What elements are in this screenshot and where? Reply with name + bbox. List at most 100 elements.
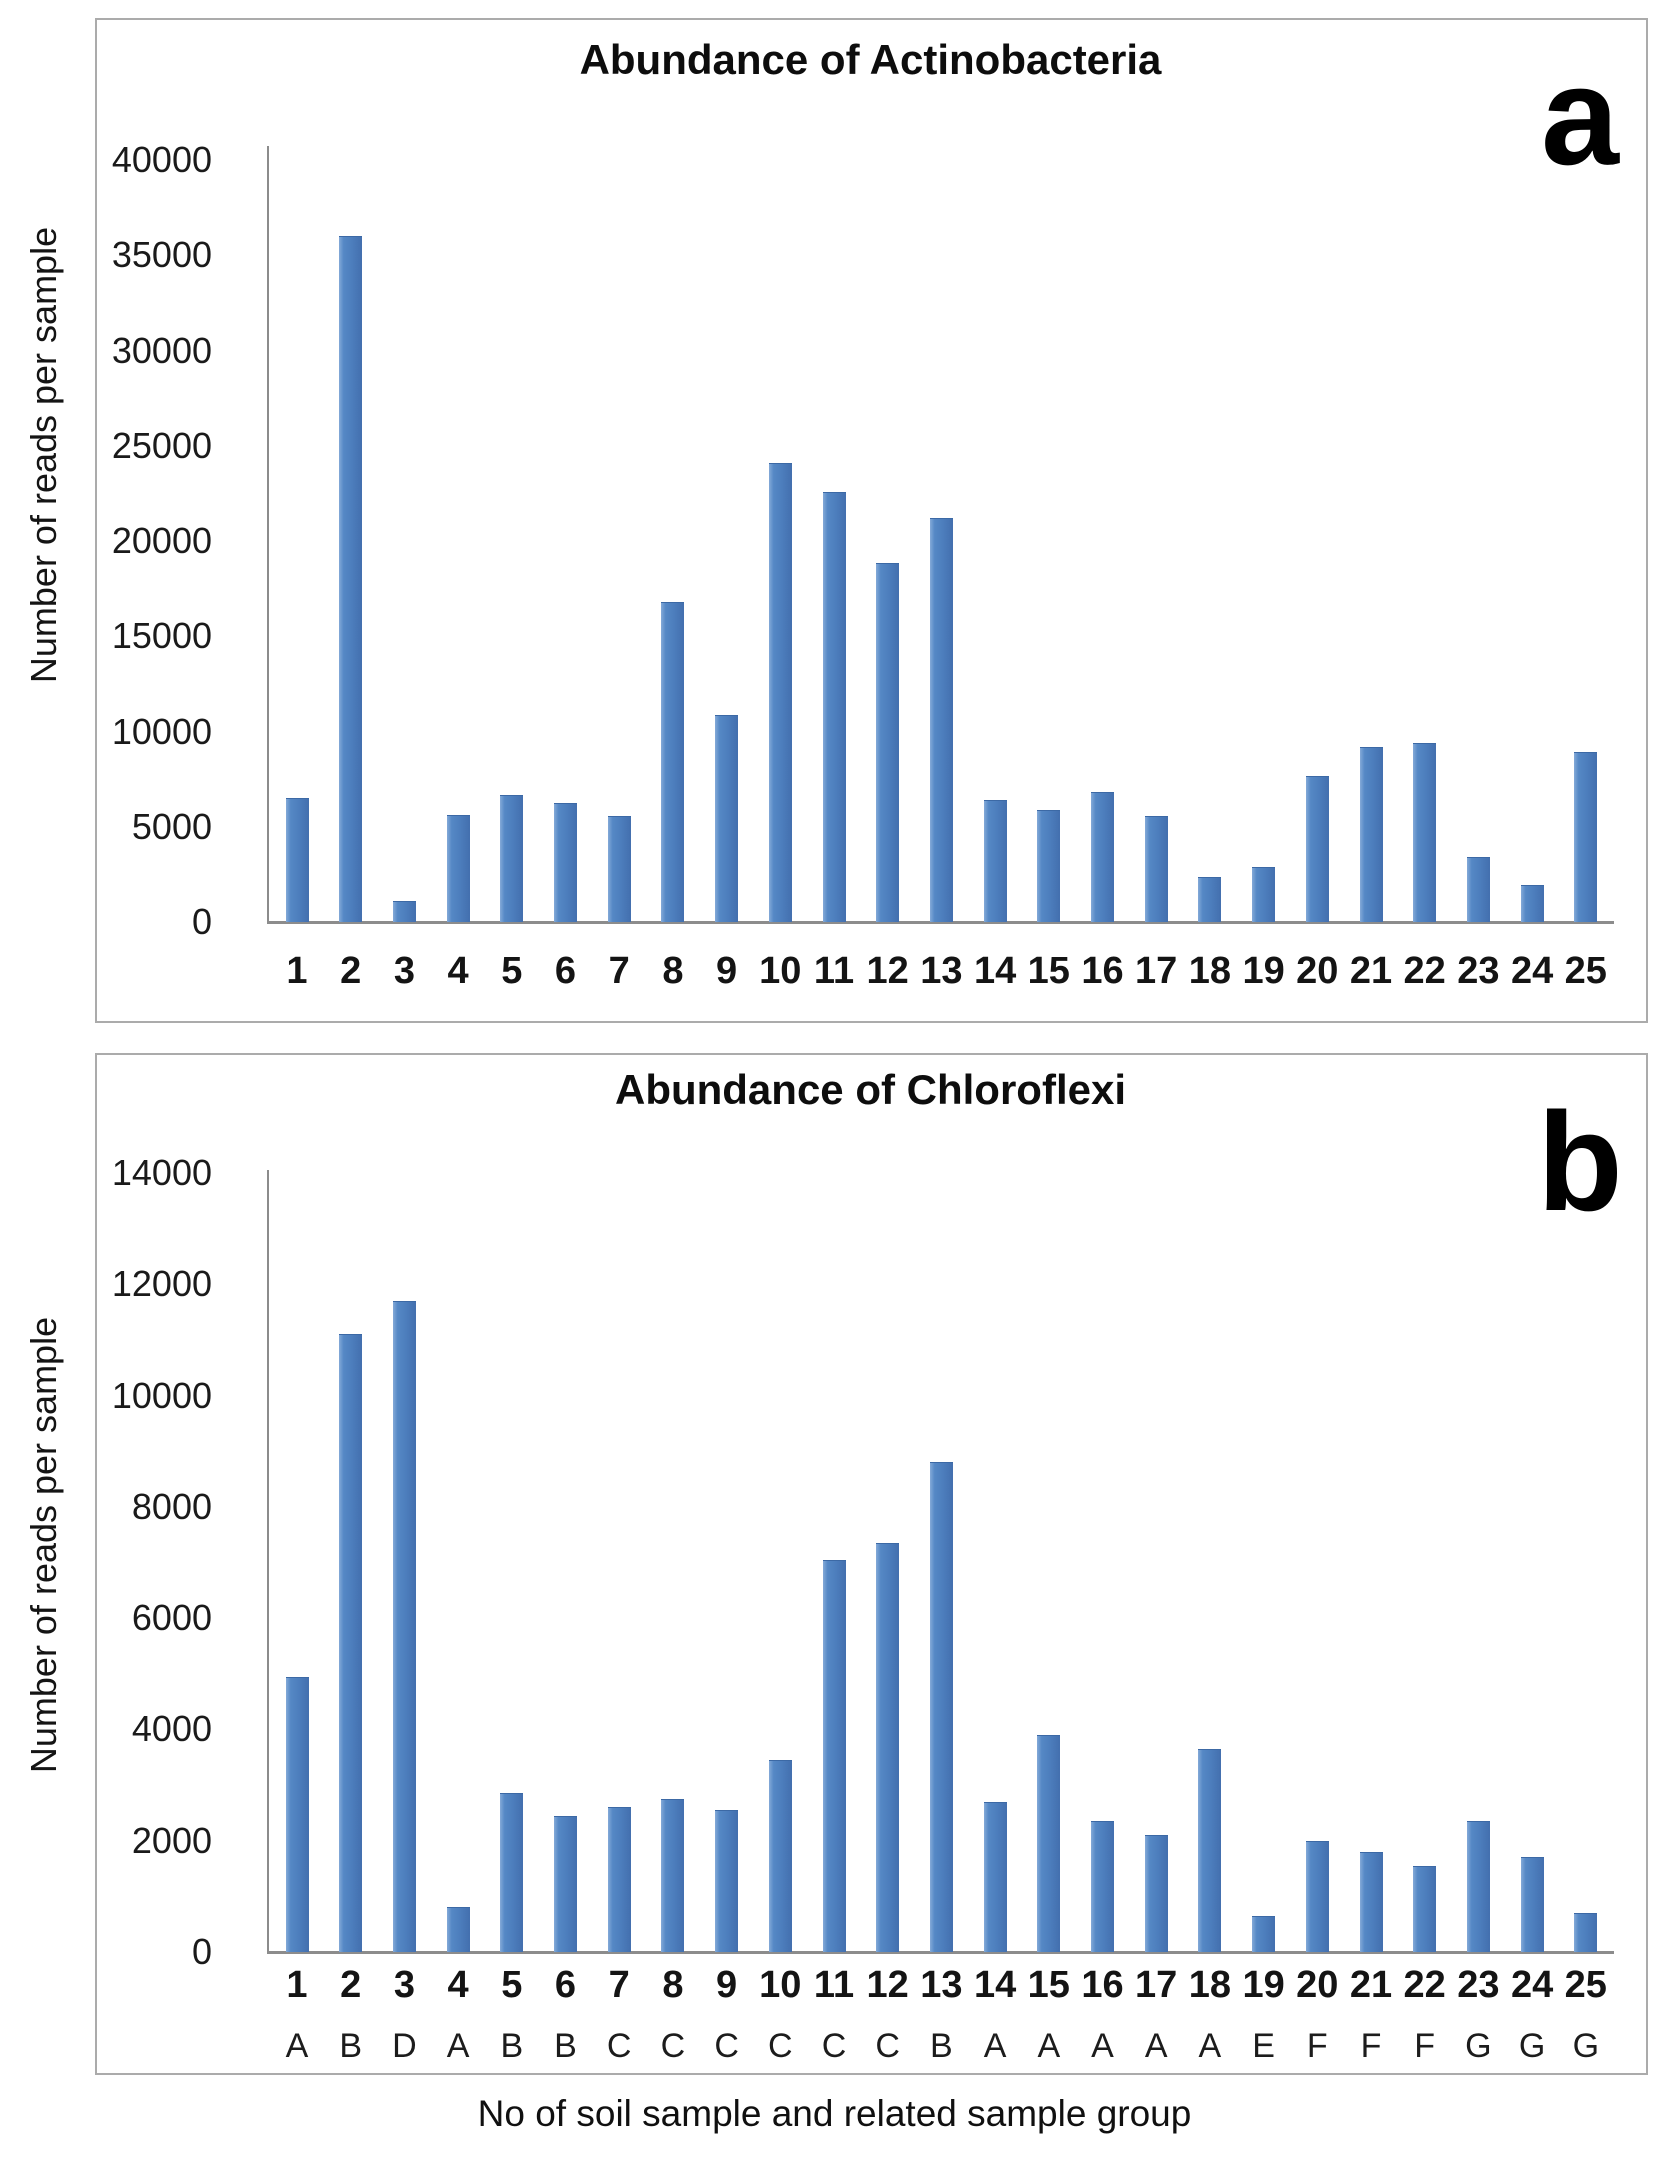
bar [876,562,900,922]
y-tick-label: 2000 [131,1819,212,1861]
x-axis-line [267,1951,1614,1954]
bar [1091,792,1114,922]
x-tick-label: 12 [866,950,909,992]
y-tick-label: 25000 [111,424,212,466]
bar [929,518,953,922]
bar [554,802,577,922]
x-axis-line [267,921,1614,924]
x-tick-label: 13 [920,950,963,992]
bar [1305,1840,1329,1952]
bar [1359,1851,1383,1952]
x-tick-label: 20 [1296,950,1339,992]
bar [768,462,792,922]
bar [285,798,309,922]
y-tick-label: 5000 [131,805,212,847]
bar [1144,816,1168,922]
x-tick-label: 25 [1564,1964,1607,2006]
x-tick-label: 2 [340,1964,362,2006]
bar [661,601,685,922]
bar [929,1462,953,1952]
chart-title: Abundance of Chloroflexi [614,1066,1126,1113]
group-label: A [285,2027,309,2065]
y-tick-label: 12000 [111,1263,212,1305]
x-tick-label: 16 [1081,950,1124,992]
bar [1037,1734,1061,1952]
group-label: C [660,2027,686,2065]
x-tick-label: 11 [813,1964,855,2006]
group-label: B [930,2027,953,2065]
group-label: C [875,2027,900,2065]
group-label: B [500,2027,524,2065]
x-tick-label: 7 [608,950,630,992]
group-label: C [821,2027,847,2065]
x-tick-label: 14 [973,950,1017,992]
y-tick-label: 0 [191,1931,212,1972]
group-label: A [446,2027,470,2065]
x-tick-label: 9 [716,950,738,992]
x-tick-label: 18 [1188,950,1232,992]
group-label: A [1091,2027,1114,2065]
y-tick-label: 10000 [111,1374,212,1416]
panel-label: a [1541,37,1619,194]
x-tick-label: 1 [286,1964,308,2006]
x-tick-label: 10 [759,950,802,992]
bar [500,1793,524,1952]
bar [876,1542,900,1952]
x-tick-label: 5 [501,950,523,992]
bar [285,1676,309,1952]
bar [768,1760,792,1952]
bar [339,236,363,922]
bar [339,1334,363,1952]
x-tick-label: 4 [447,950,469,992]
y-tick-label: 15000 [111,615,212,657]
x-tick-label: 23 [1457,1964,1500,2006]
bar [1252,1915,1276,1952]
group-label: G [1518,2027,1546,2065]
x-tick-label: 22 [1403,950,1446,992]
x-tick-label: 14 [973,1964,1017,2006]
group-label: F [1360,2027,1382,2065]
group-label: C [714,2027,739,2065]
x-tick-label: 9 [716,1964,738,2006]
x-tick-label: 8 [662,1964,684,2006]
bar [1037,809,1061,922]
group-label: D [392,2027,417,2065]
x-tick-label: 6 [554,950,577,992]
bar [1574,751,1598,922]
x-tick-label: 15 [1027,950,1070,992]
x-tick-label: 3 [393,950,415,992]
group-label: F [1414,2027,1436,2065]
group-label: F [1306,2027,1328,2065]
x-tick-label: 19 [1242,950,1285,992]
bar [607,1807,631,1952]
bar [822,492,846,922]
x-tick-label: 15 [1027,1964,1070,2006]
x-tick-label: 11 [813,950,855,992]
x-tick-label: 1 [286,950,308,992]
y-axis-line [267,146,269,924]
x-tick-label: 4 [447,1964,469,2006]
y-tick-label: 8000 [131,1485,212,1527]
x-tick-label: 18 [1188,1964,1232,2006]
bar [1305,776,1329,922]
group-label: B [554,2027,577,2065]
panel-label: b [1537,1083,1623,1240]
bar [983,1801,1007,1952]
group-label: A [1037,2027,1061,2065]
bar [715,715,739,922]
bar [1252,866,1276,922]
x-tick-label: 24 [1510,950,1554,992]
bar [554,1815,577,1952]
bar [1359,746,1383,922]
x-tick-label: 24 [1510,1964,1554,2006]
group-label: A [1144,2027,1168,2065]
chart-title: Abundance of Actinobacteria [579,36,1162,83]
bar [1198,1748,1222,1952]
bar [1466,857,1490,922]
bar [446,1907,470,1952]
y-tick-label: 20000 [111,520,212,561]
bar [983,800,1007,922]
bar [661,1798,685,1952]
x-tick-label: 5 [501,1964,523,2006]
